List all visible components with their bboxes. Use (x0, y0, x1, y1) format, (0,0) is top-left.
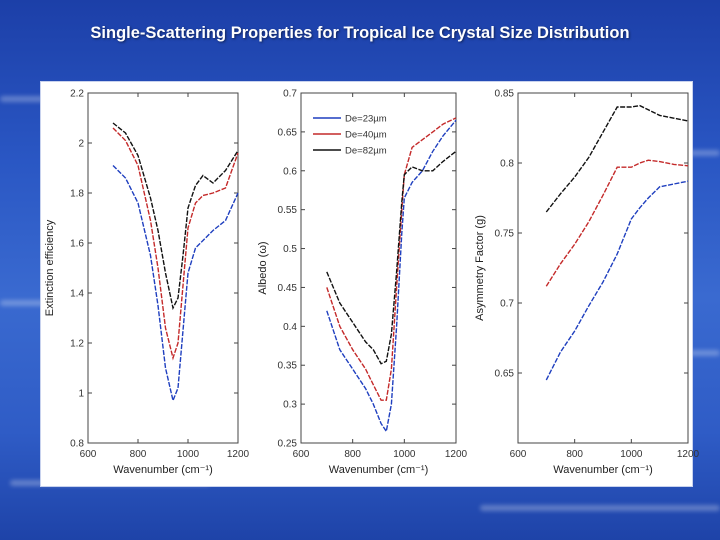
y-tick-label: 1.8 (70, 189, 84, 200)
series-line-2 (326, 117, 457, 401)
x-tick-label: 1000 (620, 449, 643, 460)
legend-label: De=23µm (345, 114, 387, 125)
legend-label: De=40µm (345, 130, 387, 141)
y-tick-label: 0.25 (278, 439, 298, 450)
chart-3: 600 800 1000 1200 0.65 0.7 0.75 0.8 0.85 Wavenumb… (474, 89, 700, 477)
legend-label: De=82µm (345, 146, 387, 157)
y-tick-label: 0.65 (495, 369, 515, 380)
y-tick-label: 0.45 (278, 283, 298, 294)
chart-1: 600 800 1000 1200 0.8 1 1.2 1.4 1.6 1.8 2 2.2 Wavenu… (44, 89, 250, 477)
y-tick-label: 0.4 (283, 322, 297, 333)
series-line-3 (112, 122, 239, 311)
plot-frame (300, 92, 457, 444)
series-line-3 (326, 150, 457, 365)
y-tick-label: 1.2 (70, 339, 84, 350)
slide-title: Single-Scattering Properties for Tropica… (90, 24, 630, 42)
y-tick-label: 2 (78, 139, 84, 150)
x-axis-label: Wavenumber (cm⁻¹) (113, 464, 213, 476)
series-line-2 (112, 127, 239, 361)
y-axis-label: Extinction efficiency (44, 219, 56, 316)
y-tick-label: 0.7 (283, 89, 297, 100)
legend: De=23µm De=40µm De=82µm (313, 114, 387, 157)
y-tick-label: 2.2 (70, 89, 84, 100)
y-axis-label: Albedo (ω) (257, 241, 269, 294)
x-tick-label: 1000 (393, 449, 416, 460)
y-tick-label: 0.8 (500, 159, 514, 170)
plot-frame (517, 92, 689, 444)
y-tick-label: 0.8 (70, 439, 84, 450)
x-tick-label: 1200 (227, 449, 250, 460)
chart-2: 600 800 1000 1200 0.25 0.3 0.35 0.4 0.45 0.5 0.55 0… (257, 89, 468, 477)
x-tick-label: 1200 (445, 449, 468, 460)
y-tick-label: 0.55 (278, 205, 298, 216)
x-tick-label: 600 (80, 449, 97, 460)
y-tick-label: 0.35 (278, 361, 298, 372)
x-tick-label: 800 (130, 449, 147, 460)
x-tick-label: 1000 (177, 449, 200, 460)
series-line-3 (545, 104, 689, 213)
y-tick-label: 0.7 (500, 299, 514, 310)
series-line-2 (545, 159, 689, 287)
x-axis-label: Wavenumber (cm⁻¹) (329, 464, 429, 476)
x-axis-label: Wavenumber (cm⁻¹) (553, 464, 653, 476)
y-tick-label: 1.6 (70, 239, 84, 250)
y-tick-label: 0.75 (495, 229, 515, 240)
x-tick-label: 600 (293, 449, 310, 460)
x-tick-label: 1200 (677, 449, 700, 460)
y-tick-label: 0.5 (283, 244, 297, 255)
series-line-1 (326, 119, 457, 434)
x-tick-label: 800 (344, 449, 361, 460)
y-tick-label: 0.6 (283, 166, 297, 177)
x-tick-label: 600 (510, 449, 527, 460)
y-tick-label: 0.65 (278, 127, 298, 138)
y-tick-label: 0.3 (283, 400, 297, 411)
plot-frame (87, 92, 239, 444)
y-tick-label: 0.85 (495, 89, 515, 100)
y-axis-label: Asymmetry Factor (g) (474, 215, 486, 321)
x-tick-label: 800 (566, 449, 583, 460)
y-tick-label: 1.4 (70, 289, 84, 300)
y-tick-label: 1 (78, 389, 84, 400)
series-line-1 (545, 180, 689, 381)
